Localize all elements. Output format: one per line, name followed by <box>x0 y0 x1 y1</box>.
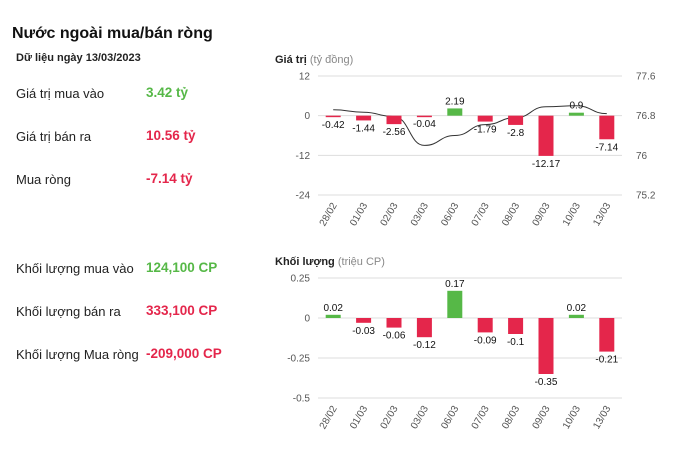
volume-y-tick-label: -0.5 <box>293 394 311 405</box>
volume-bar <box>447 290 463 318</box>
volume-x-tick-label: 13/03 <box>591 404 613 432</box>
volume-bar <box>538 318 554 374</box>
value-x-tick-label: 01/03 <box>348 201 370 229</box>
value-y-tick-label: -12 <box>296 151 311 162</box>
stat-label-buy-value: Giá trị mua vào <box>16 86 105 101</box>
stat-value-buy-volume: 124,100 CP <box>146 260 218 275</box>
value-y2-tick-label: 76 <box>636 151 648 162</box>
stat-label-net-value: Mua ròng <box>16 172 71 187</box>
volume-bar <box>416 318 432 338</box>
value-data-label: -2.8 <box>507 128 525 139</box>
volume-bar <box>568 314 584 318</box>
value-bar <box>325 115 341 118</box>
volume-data-label: 0.02 <box>567 303 587 314</box>
volume-x-tick-label: 08/03 <box>500 404 522 432</box>
volume-x-tick-label: 01/03 <box>348 404 370 432</box>
value-bar <box>568 112 584 116</box>
data-date: Dữ liệu ngày 13/03/2023 <box>16 52 141 64</box>
value-bar <box>386 115 402 125</box>
value-data-label: -1.79 <box>474 125 497 136</box>
volume-data-label: -0.21 <box>595 355 618 366</box>
page-title: Nước ngoài mua/bán ròng <box>12 25 213 42</box>
value-chart-unit: (tỷ đồng) <box>309 54 354 66</box>
volume-data-label: 0.17 <box>445 279 465 290</box>
volume-x-tick-label: 03/03 <box>409 404 431 432</box>
value-x-tick-label: 13/03 <box>591 201 613 229</box>
volume-data-label: 0.02 <box>323 303 343 314</box>
volume-bar <box>477 318 493 333</box>
stat-label-sell-value: Giá trị bán ra <box>16 129 92 144</box>
stat-value-net-value: -7.14 tỷ <box>146 171 193 186</box>
volume-data-label: -0.03 <box>352 326 375 337</box>
value-x-tick-label: 06/03 <box>439 201 461 229</box>
stat-label-buy-volume: Khối lượng mua vào <box>16 261 134 276</box>
stat-value-sell-volume: 333,100 CP <box>146 303 218 318</box>
value-x-tick-label: 09/03 <box>531 201 553 229</box>
value-x-tick-label: 08/03 <box>500 201 522 229</box>
value-x-tick-label: 07/03 <box>470 201 492 229</box>
volume-data-label: -0.12 <box>413 340 436 351</box>
stat-value-sell-value: 10.56 tỷ <box>146 128 196 143</box>
value-bar <box>508 115 524 125</box>
value-data-label: 0.9 <box>569 101 583 112</box>
volume-bar <box>599 318 615 352</box>
volume-y-tick-label: 0 <box>304 314 310 325</box>
volume-chart-unit: (triệu CP) <box>337 256 385 268</box>
volume-bar <box>386 318 402 328</box>
value-data-label: -0.04 <box>413 119 436 130</box>
value-bar <box>447 108 463 116</box>
volume-chart-title: Khối lượng (triệu CP) <box>275 256 385 268</box>
value-x-tick-label: 28/02 <box>318 201 340 229</box>
value-y-tick-label: 12 <box>299 72 311 83</box>
volume-x-tick-label: 09/03 <box>531 404 553 432</box>
value-data-label: -0.42 <box>322 120 345 131</box>
value-bar <box>477 115 493 122</box>
volume-bar <box>356 318 372 323</box>
value-x-tick-label: 10/03 <box>561 201 583 229</box>
value-y-tick-label: 0 <box>304 111 310 122</box>
volume-x-tick-label: 10/03 <box>561 404 583 432</box>
volume-x-tick-label: 28/02 <box>318 404 340 432</box>
value-index-line <box>333 105 607 146</box>
value-bar <box>538 115 554 156</box>
volume-bar <box>508 318 524 334</box>
value-chart-title: Giá trị (tỷ đồng) <box>275 54 353 66</box>
value-bar <box>599 115 615 140</box>
volume-bar <box>325 314 341 318</box>
value-x-tick-label: 02/03 <box>379 201 401 229</box>
value-y2-tick-label: 75.2 <box>636 191 656 202</box>
volume-data-label: -0.35 <box>535 377 558 388</box>
volume-y-tick-label: -0.25 <box>287 354 310 365</box>
volume-x-tick-label: 06/03 <box>439 404 461 432</box>
value-bar <box>356 115 372 121</box>
value-y2-tick-label: 77.6 <box>636 72 656 83</box>
stat-value-net-volume: -209,000 CP <box>146 346 222 361</box>
value-data-label: -2.56 <box>383 127 406 138</box>
volume-chart-title-text: Khối lượng <box>275 256 335 268</box>
value-data-label: 2.19 <box>445 96 465 107</box>
volume-x-tick-label: 07/03 <box>470 404 492 432</box>
value-x-tick-label: 03/03 <box>409 201 431 229</box>
value-y-tick-label: -24 <box>296 191 311 202</box>
stat-label-net-volume: Khối lượng Mua ròng <box>16 347 139 362</box>
volume-y-tick-label: 0.25 <box>291 274 311 285</box>
value-y2-tick-label: 76.8 <box>636 111 656 122</box>
value-data-label: -12.17 <box>532 159 561 170</box>
volume-x-tick-label: 02/03 <box>379 404 401 432</box>
value-chart-title-text: Giá trị <box>275 54 307 66</box>
volume-data-label: -0.06 <box>383 331 406 342</box>
volume-data-label: -0.09 <box>474 335 497 346</box>
value-data-label: -1.44 <box>352 123 375 134</box>
stat-label-sell-volume: Khối lượng bán ra <box>16 304 121 319</box>
stat-value-buy-value: 3.42 tỷ <box>146 85 189 100</box>
value-bar <box>416 115 432 118</box>
value-data-label: -7.14 <box>595 142 618 153</box>
volume-data-label: -0.1 <box>507 337 525 348</box>
